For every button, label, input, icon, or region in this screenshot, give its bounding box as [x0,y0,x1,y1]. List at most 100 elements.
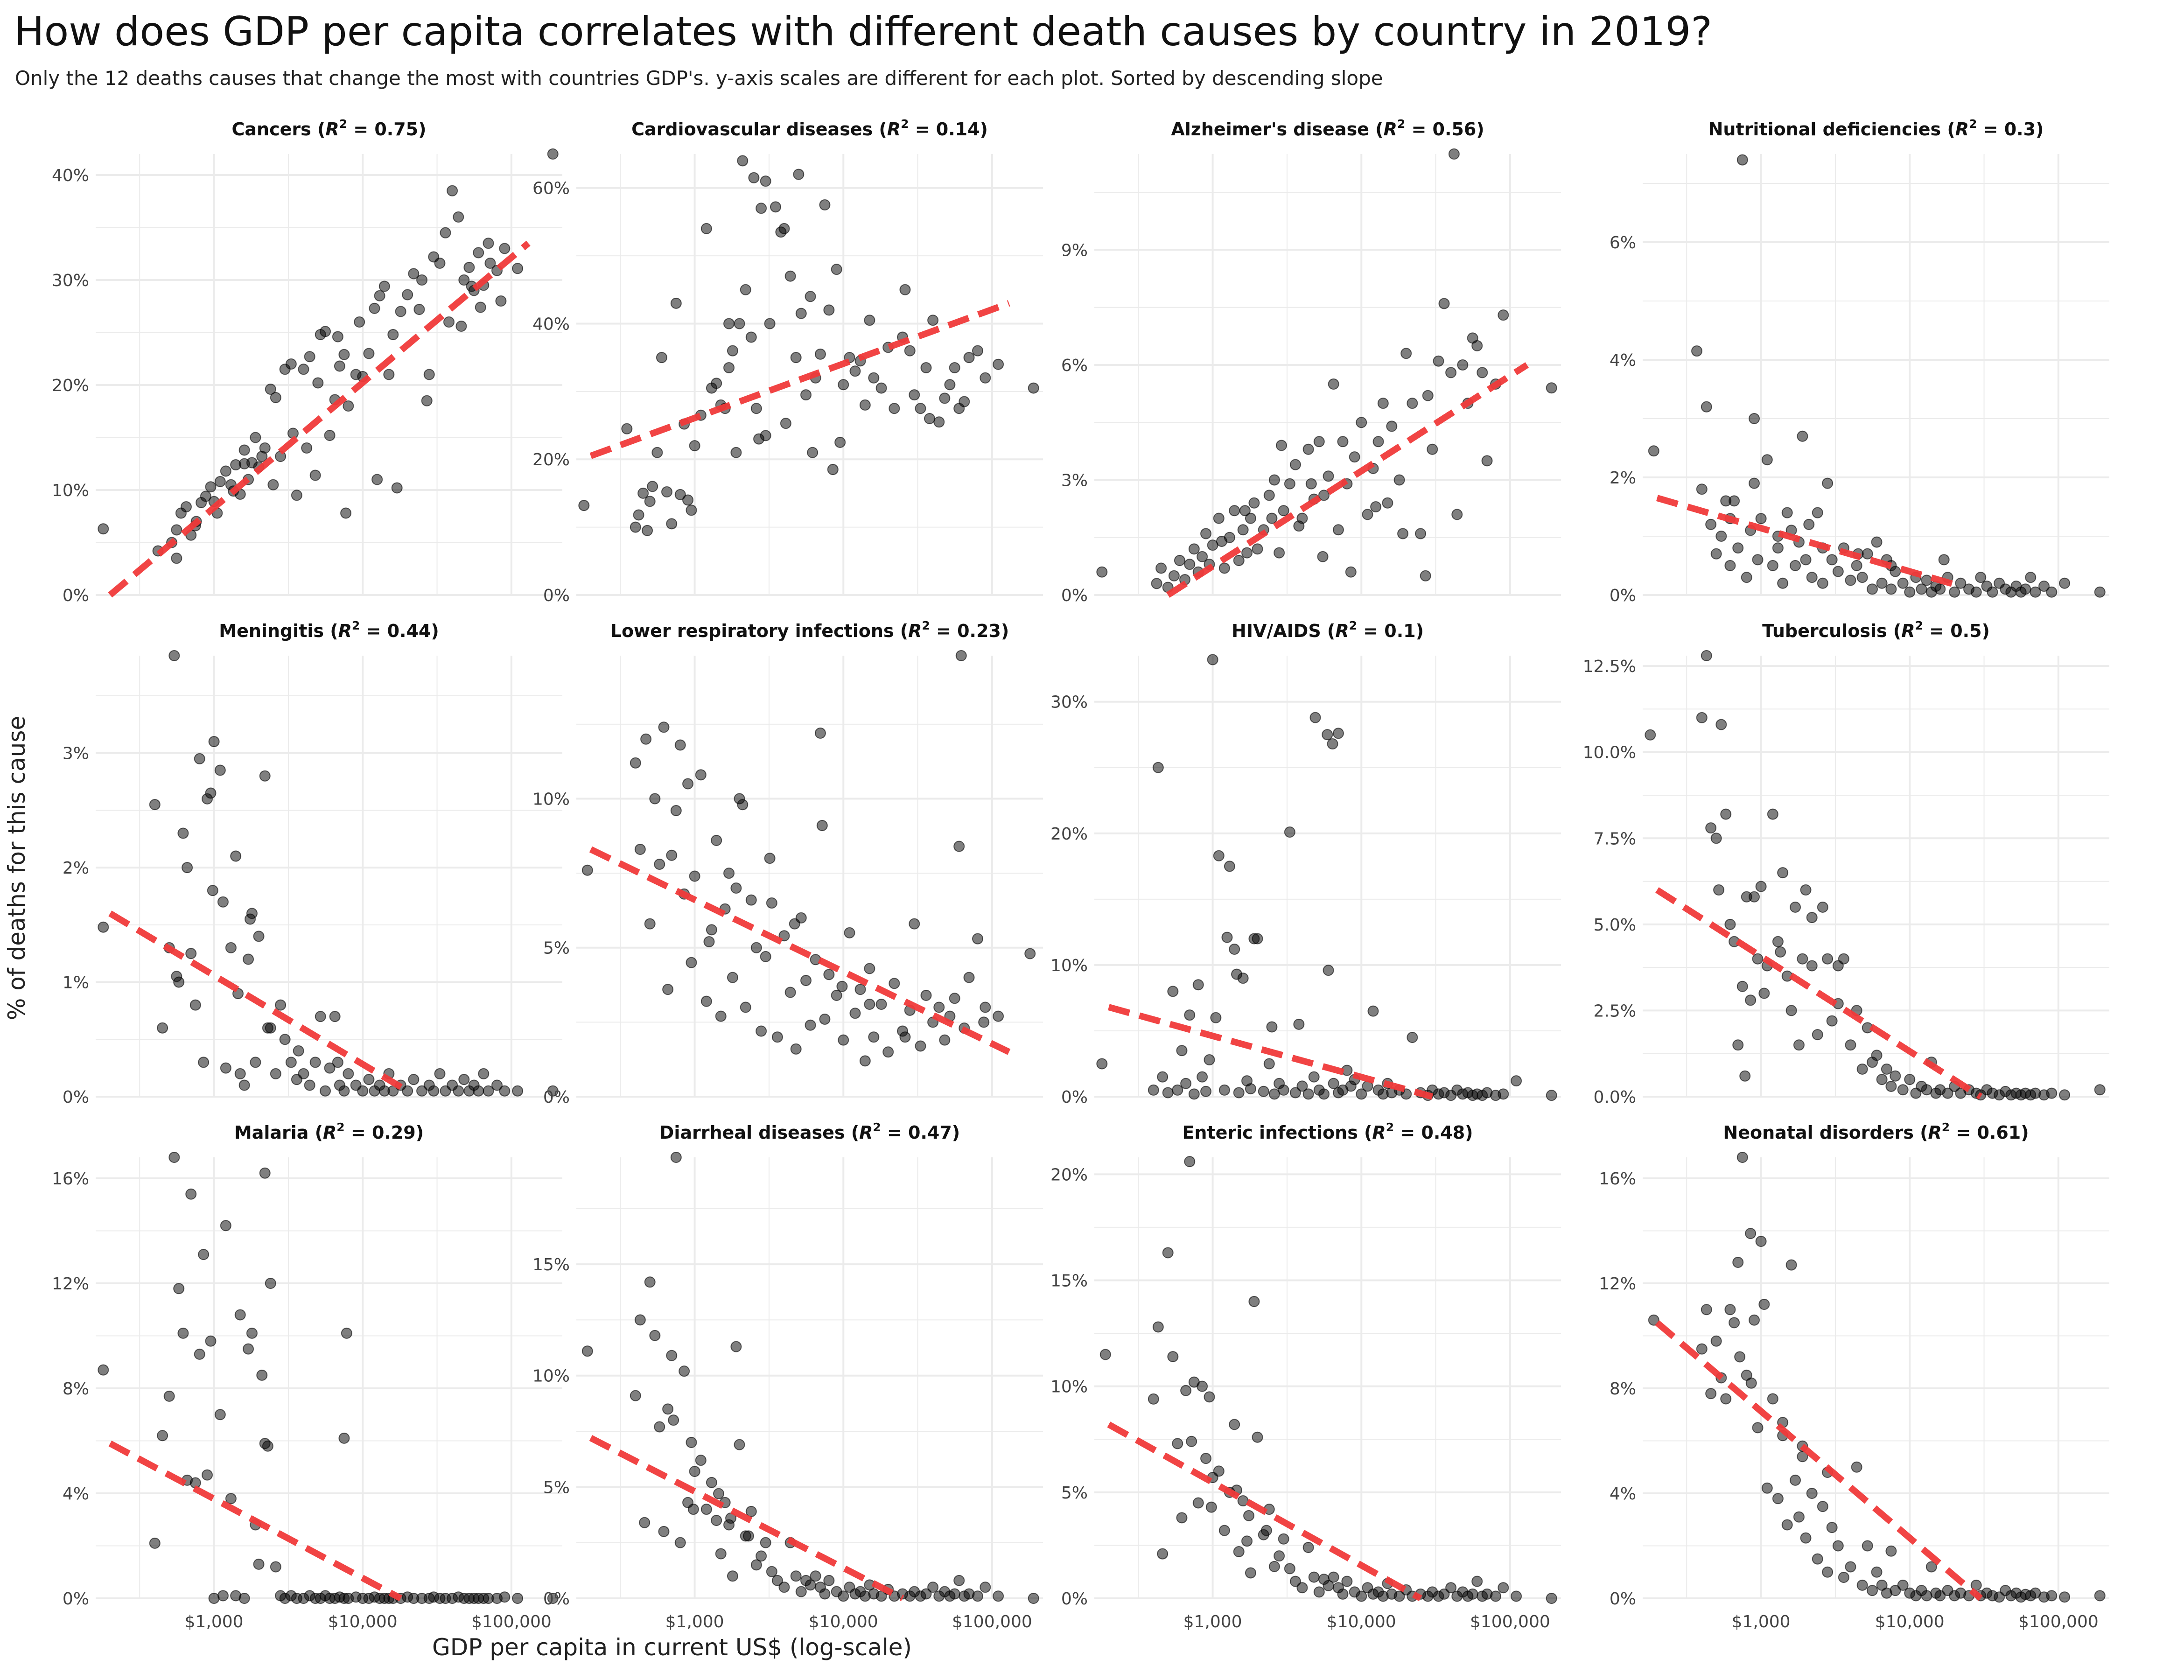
data-point [1790,901,1801,913]
data-point [208,736,220,748]
data-point [1258,1085,1269,1097]
data-point [259,1438,271,1449]
data-point [789,918,800,930]
data-point [1467,1588,1478,1600]
data-point [1248,1295,1260,1307]
data-point [1184,1009,1196,1021]
data-point [581,1345,593,1357]
data-point [1790,560,1801,571]
data-point [1755,513,1767,525]
data-point [819,199,831,211]
data-point [819,1013,831,1025]
data-point [312,377,324,389]
data-point [1341,1575,1353,1587]
data-point [1278,1533,1289,1545]
data-point [795,1586,807,1597]
data-point [1862,548,1873,560]
data-point [421,395,433,406]
data-point [1337,1588,1349,1600]
data-point [836,980,848,992]
data-point [1942,1087,1953,1099]
data-point [1200,1453,1212,1464]
data-point [1696,1343,1708,1355]
data-point [778,1582,790,1593]
data-point [205,1335,217,1347]
data-point [1345,566,1357,578]
data-point [1328,1571,1339,1583]
data-point [1213,1465,1225,1477]
panel-title: Cancers (R2 = 0.75) [232,117,427,140]
data-point [1732,1039,1744,1051]
data-point [689,1465,700,1477]
trend-line [589,846,1011,1055]
data-point [1386,420,1398,432]
data-point [1266,512,1278,524]
data-point [1157,1071,1169,1083]
data-point [859,399,871,411]
panel-enteric-infections: Enteric infections (R2 = 0.48) 0% 5% 10% 15%… [1050,1120,1561,1631]
data-point [238,1593,250,1604]
data-point [1975,572,1987,583]
data-point [1729,495,1740,507]
data-point [1200,528,1212,539]
data-point [168,1152,180,1163]
data-point [656,352,667,364]
data-point [1812,1029,1823,1041]
data-point [1433,355,1444,367]
data-point [291,490,302,501]
data-point [1197,1380,1208,1392]
data-point [1781,507,1793,518]
data-point [1822,1566,1834,1578]
x-tick-label: $1,000 [185,1612,244,1631]
trend-line [589,1435,904,1602]
data-point [909,389,920,401]
data-point [634,844,646,855]
data-point [1705,822,1717,834]
y-tick-label: 5% [543,1478,570,1497]
panel-title: Malaria (R2 = 0.29) [234,1120,424,1143]
data-point [1274,1550,1285,1562]
data-point [750,403,762,414]
data-point [395,306,406,317]
data-point [1645,729,1656,741]
data-point [944,379,956,391]
data-point [915,403,926,414]
data-point [320,326,331,337]
data-point [1752,554,1764,566]
data-point [899,284,911,295]
y-tick-label: 0% [1061,586,1088,605]
y-tick-label: 40% [532,315,570,334]
data-point [1229,1419,1240,1430]
data-point [1745,1228,1757,1239]
data-point [734,318,745,329]
data-point [1221,931,1233,943]
data-point [1327,738,1338,749]
data-point [1806,912,1818,924]
data-point [171,553,182,564]
data-point [217,896,229,908]
data-point [882,1046,894,1058]
data-point [354,316,365,328]
panel-title: Neonatal disorders (R2 = 0.61) [1723,1120,2029,1143]
data-point [637,487,649,499]
data-point [1546,382,1557,394]
data-point [182,862,193,874]
data-point [730,1341,742,1352]
data-point [644,496,656,507]
data-point [207,885,218,896]
data-point [666,849,678,861]
data-point [706,924,717,936]
data-point [238,1079,250,1091]
data-point [827,464,839,476]
data-point [1871,1050,1883,1061]
data-point [1856,1063,1868,1075]
data-point [357,1085,369,1097]
data-point [644,1276,656,1288]
data-point [1851,560,1862,571]
data-point [1881,1063,1892,1075]
data-point [978,1016,990,1028]
data-point [1758,1299,1770,1310]
data-point [1313,436,1325,448]
data-point [1775,946,1786,958]
data-point [805,1019,816,1031]
